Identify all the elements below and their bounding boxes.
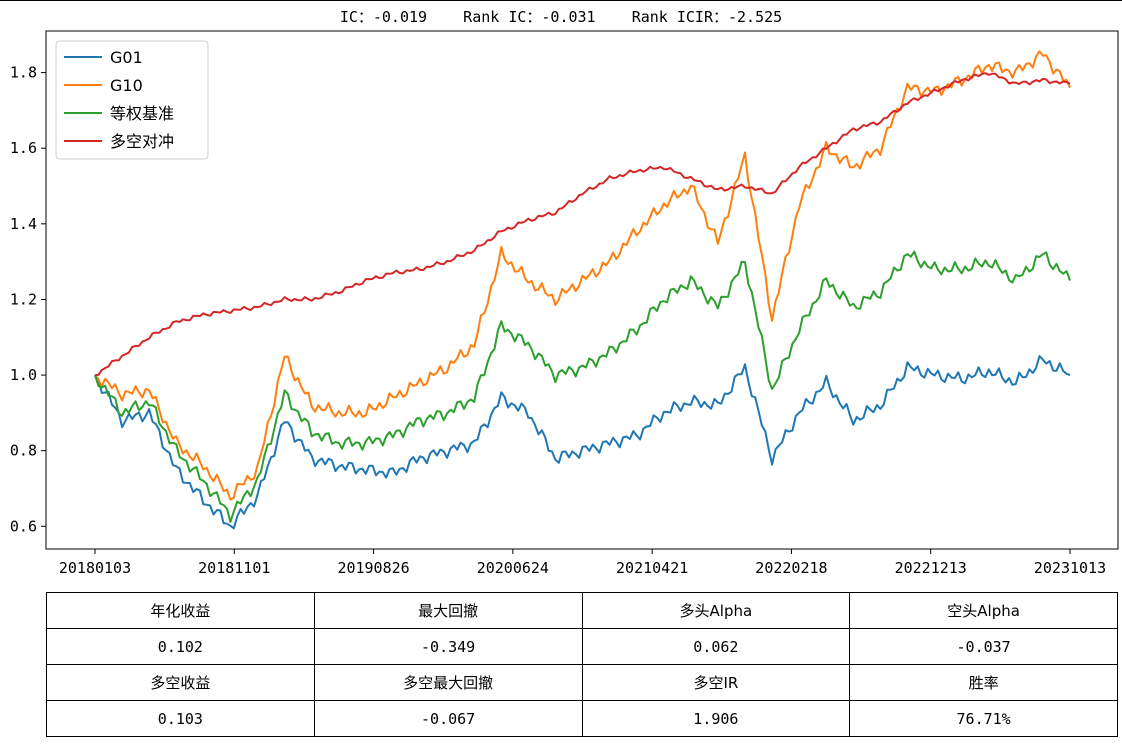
x-tick-label: 20221213 xyxy=(895,559,967,577)
y-tick-label: 0.8 xyxy=(10,442,37,460)
metrics-table: 年化收益 最大回撤 多头Alpha 空头Alpha 0.102 -0.349 0… xyxy=(46,592,1118,737)
y-tick-label: 1.8 xyxy=(10,64,37,82)
table-value-cell: 0.062 xyxy=(581,628,851,665)
x-tick-label: 20190826 xyxy=(337,559,409,577)
x-tick-label: 20231013 xyxy=(1034,559,1106,577)
chart-title: IC：-0.019 Rank IC：-0.031 Rank ICIR：-2.52… xyxy=(339,8,783,26)
table-value-cell: 1.906 xyxy=(581,700,851,737)
series-line-3 xyxy=(94,250,1071,523)
table-row: 0.102 -0.349 0.062 -0.037 xyxy=(46,628,1118,665)
table-header-cell: 胜率 xyxy=(849,664,1118,701)
y-tick-label: 1.0 xyxy=(10,366,37,384)
table-header-cell: 多头Alpha xyxy=(581,592,851,629)
series-line-4 xyxy=(94,72,1071,377)
table-header-cell: 多空收益 xyxy=(46,664,315,701)
y-tick-label: 1.2 xyxy=(10,290,37,308)
plot-frame xyxy=(45,30,1119,550)
top-border-line xyxy=(0,0,1122,1)
x-tick-label: 20181101 xyxy=(198,559,270,577)
x-tick-label: 20210421 xyxy=(616,559,688,577)
y-tick-label: 0.6 xyxy=(10,517,37,535)
table-header-cell: 多空最大回撤 xyxy=(313,664,583,701)
x-tick-label: 20180103 xyxy=(59,559,131,577)
series-line-2 xyxy=(94,50,1071,501)
table-value-cell: 0.102 xyxy=(46,628,315,665)
legend-box xyxy=(55,40,209,160)
x-tick-label: 20200624 xyxy=(477,559,549,577)
table-value-cell: -0.037 xyxy=(849,628,1118,665)
legend-label: G01 xyxy=(110,48,143,67)
table-value-cell: -0.349 xyxy=(313,628,583,665)
legend-label: 等权基准 xyxy=(110,104,174,123)
table-header-cell: 空头Alpha xyxy=(849,592,1118,629)
table-row: 多空收益 多空最大回撤 多空IR 胜率 xyxy=(46,664,1118,701)
table-value-cell: -0.067 xyxy=(313,700,583,737)
table-value-cell: 76.71% xyxy=(849,700,1118,737)
y-tick-label: 1.4 xyxy=(10,215,37,233)
line-chart: 0.6 0.8 1.0 1.2 1.4 1.6 1.8 20180103 20181101 20… xyxy=(10,30,1119,577)
legend-label: G10 xyxy=(110,76,143,95)
table-header-cell: 最大回撤 xyxy=(313,592,583,629)
table-row: 年化收益 最大回撤 多头Alpha 空头Alpha xyxy=(46,592,1118,629)
series-line-1 xyxy=(94,355,1071,530)
x-tick-label: 20220218 xyxy=(755,559,827,577)
table-row: 0.103 -0.067 1.906 76.71% xyxy=(46,700,1118,737)
table-value-cell: 0.103 xyxy=(46,700,315,737)
table-header-cell: 多空IR xyxy=(581,664,851,701)
legend-label: 多空对冲 xyxy=(110,132,174,151)
table-header-cell: 年化收益 xyxy=(46,592,315,629)
y-tick-label: 1.6 xyxy=(10,139,37,157)
